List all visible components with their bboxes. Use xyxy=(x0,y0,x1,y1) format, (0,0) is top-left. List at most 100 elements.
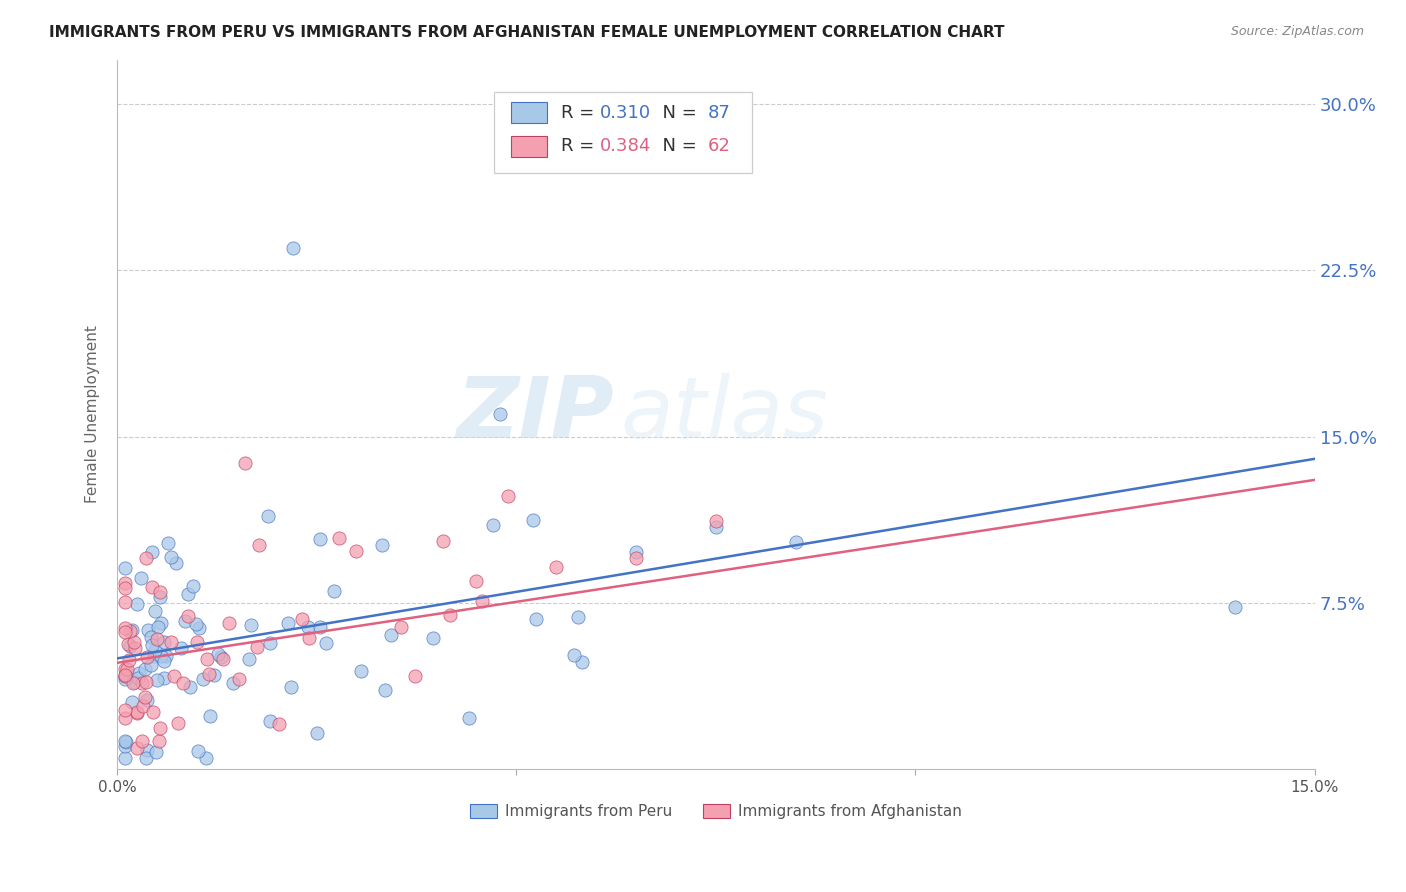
Point xyxy=(160,635,183,649)
Point xyxy=(259,714,281,729)
Point xyxy=(247,538,270,552)
Point xyxy=(114,662,136,676)
Point xyxy=(176,609,198,624)
Point xyxy=(120,624,142,639)
Point xyxy=(785,534,807,549)
Point xyxy=(1223,600,1246,615)
Point xyxy=(141,545,163,559)
Point xyxy=(134,690,156,704)
Point xyxy=(432,534,454,549)
Point xyxy=(188,621,211,635)
Point xyxy=(155,648,177,663)
Point xyxy=(114,561,136,575)
Point xyxy=(115,662,138,676)
Point xyxy=(156,536,179,550)
Point xyxy=(193,673,215,687)
Point xyxy=(153,635,176,649)
Text: N =: N = xyxy=(651,103,703,122)
Point xyxy=(118,639,141,653)
Point xyxy=(704,520,727,534)
Text: R =: R = xyxy=(561,137,600,155)
Point xyxy=(704,515,727,529)
Point xyxy=(489,408,512,422)
Point xyxy=(150,649,173,664)
Point xyxy=(163,669,186,683)
Point xyxy=(291,612,314,626)
Point xyxy=(194,751,217,765)
Point xyxy=(139,630,162,644)
Text: atlas: atlas xyxy=(620,373,828,456)
Point xyxy=(184,616,207,631)
Point xyxy=(277,615,299,630)
Point xyxy=(233,456,256,470)
Point xyxy=(122,676,145,690)
Point xyxy=(142,648,165,663)
Point xyxy=(228,672,250,686)
Point xyxy=(496,489,519,503)
Text: 87: 87 xyxy=(707,103,730,122)
Point xyxy=(134,662,156,676)
Point xyxy=(471,594,494,608)
Text: Source: ZipAtlas.com: Source: ZipAtlas.com xyxy=(1230,25,1364,38)
Point xyxy=(114,672,136,686)
Point xyxy=(305,725,328,739)
Point xyxy=(114,621,136,635)
Text: 0.384: 0.384 xyxy=(599,137,651,155)
Point xyxy=(160,550,183,565)
Point xyxy=(114,703,136,717)
Point xyxy=(681,141,703,155)
Point xyxy=(149,590,172,604)
Point xyxy=(546,559,568,574)
Point xyxy=(125,597,148,611)
Point xyxy=(179,680,201,694)
Point xyxy=(132,699,155,714)
FancyBboxPatch shape xyxy=(510,103,547,123)
Point xyxy=(567,609,589,624)
Point xyxy=(150,616,173,631)
Point xyxy=(153,672,176,686)
Point xyxy=(524,612,547,626)
Point xyxy=(181,579,204,593)
Legend: Immigrants from Peru, Immigrants from Afghanistan: Immigrants from Peru, Immigrants from Af… xyxy=(464,798,967,825)
FancyBboxPatch shape xyxy=(495,92,752,173)
Point xyxy=(222,675,245,690)
Point xyxy=(114,624,136,639)
Point xyxy=(142,705,165,719)
Point xyxy=(145,643,167,657)
Point xyxy=(269,717,291,731)
Text: R =: R = xyxy=(561,103,600,122)
Point xyxy=(200,709,222,723)
Point xyxy=(522,513,544,527)
Point xyxy=(245,640,267,655)
Point xyxy=(122,674,145,689)
Point xyxy=(136,650,159,665)
Point xyxy=(136,624,159,638)
Point xyxy=(114,751,136,765)
Point xyxy=(141,658,163,673)
Point xyxy=(131,734,153,748)
Point xyxy=(127,671,149,685)
Point xyxy=(141,580,163,594)
Point xyxy=(195,652,218,666)
Point xyxy=(176,587,198,601)
Text: N =: N = xyxy=(651,137,703,155)
Point xyxy=(153,654,176,668)
Point xyxy=(115,735,138,749)
Point xyxy=(170,640,193,655)
Point xyxy=(380,628,402,642)
Point xyxy=(202,667,225,681)
Point xyxy=(127,706,149,720)
Point xyxy=(149,721,172,735)
Point xyxy=(114,576,136,591)
Point xyxy=(422,632,444,646)
Point xyxy=(146,673,169,687)
Point xyxy=(135,693,157,707)
Point xyxy=(389,619,412,633)
Point xyxy=(135,550,157,565)
Point xyxy=(370,538,392,552)
Point xyxy=(439,607,461,622)
Point xyxy=(135,751,157,765)
Point xyxy=(145,745,167,759)
Point xyxy=(280,680,302,694)
Point xyxy=(127,705,149,719)
